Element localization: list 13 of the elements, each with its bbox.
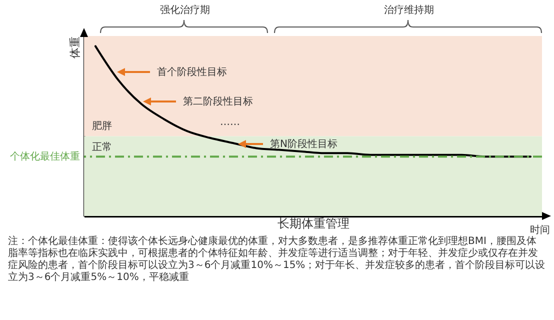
- band-label: 正常: [92, 141, 112, 154]
- annotation: 首个阶段性目标: [157, 66, 227, 78]
- text: 强化治疗期: [160, 4, 210, 16]
- y-axis-title: 体重: [68, 36, 82, 58]
- annotation: 第二阶段性目标: [183, 96, 253, 108]
- annotation: 第N阶段性目标: [270, 138, 338, 150]
- ref-line-label: 个体化最佳体重: [10, 150, 80, 163]
- x-axis-title: 长期体重管理: [278, 216, 350, 230]
- text: 注：个体化最佳体重：使得该个体长远身心健康最优的体重，对大多数患者，是多推荐体重正常化到理想BMI，腰围及体脂率等指标也在临床实践中，可根据患者的个体特征如年龄、并发症等进行适当调整；对于年轻、并发症少或仅存在并发症风险的患者，首个阶段目标可以设立为3～6个月减重10%～15%；对于年长、并发症较多的患者，首个阶段目标可以设立为3～6个月减重5%～10%，平稳减重: [8, 236, 546, 284]
- band-label: 肥胖: [92, 120, 112, 132]
- text: 时间: [530, 224, 550, 236]
- annotation: ……: [220, 117, 240, 128]
- text: 治疗维持期: [384, 4, 434, 16]
